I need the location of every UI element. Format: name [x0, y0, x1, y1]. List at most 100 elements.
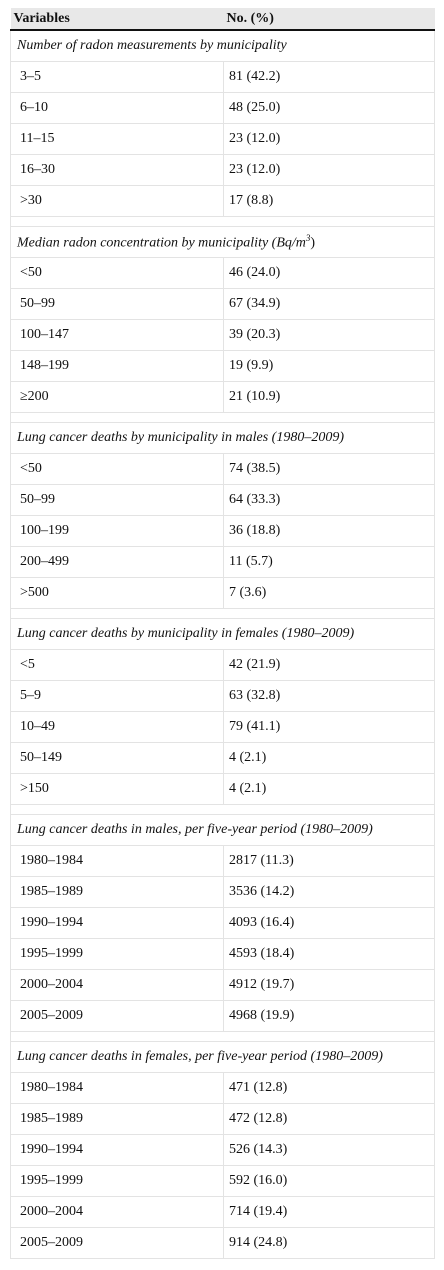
value-cell: 4912 (19.7): [223, 969, 435, 1001]
variable-cell: 1985–1989: [10, 1103, 224, 1135]
value-cell: 3536 (14.2): [223, 876, 435, 908]
data-row: 2000–2004 714 (19.4): [10, 1196, 435, 1228]
variable-cell: <5: [10, 649, 224, 681]
section-title: Lung cancer deaths by municipality in ma…: [17, 430, 345, 445]
spacer-row: [10, 1031, 435, 1042]
spacer-cell: [10, 608, 435, 619]
data-row: >30 17 (8.8): [10, 185, 435, 217]
variable-cell: 2005–2009: [10, 1000, 224, 1032]
data-row: 1990–1994 4093 (16.4): [10, 907, 435, 939]
value-cell: 4 (2.1): [223, 742, 435, 774]
value-cell: 23 (12.0): [223, 123, 435, 155]
spacer-row: [10, 804, 435, 815]
data-row: ≥200 21 (10.9): [10, 381, 435, 413]
section-title-cell: Lung cancer deaths by municipality in ma…: [10, 422, 435, 454]
data-row: 16–30 23 (12.0): [10, 154, 435, 186]
data-row: 1985–1989 3536 (14.2): [10, 876, 435, 908]
value-cell: 67 (34.9): [223, 288, 435, 320]
value-cell: 17 (8.8): [223, 185, 435, 217]
spacer-cell: [10, 804, 435, 815]
data-row: 100–147 39 (20.3): [10, 319, 435, 351]
section-title-end: ): [310, 235, 316, 251]
value-cell: 81 (42.2): [223, 61, 435, 93]
value-cell: 714 (19.4): [223, 1196, 435, 1228]
value-cell: 526 (14.3): [223, 1134, 435, 1166]
value-cell: 21 (10.9): [223, 381, 435, 413]
section-title-cell: Median radon concentration by municipali…: [10, 226, 435, 258]
spacer-cell: [10, 216, 435, 227]
value-cell: 48 (25.0): [223, 92, 435, 124]
variable-cell: 100–147: [10, 319, 224, 351]
data-row: 1990–1994 526 (14.3): [10, 1134, 435, 1166]
section-title: Lung cancer deaths in males, per five-ye…: [17, 822, 373, 837]
value-cell: 4 (2.1): [223, 773, 435, 805]
data-row: 1980–1984 471 (12.8): [10, 1072, 435, 1104]
spacer-row: [10, 216, 435, 227]
section-title: Number of radon measurements by municipa…: [17, 38, 287, 53]
value-cell: 19 (9.9): [223, 350, 435, 382]
data-row: 3–5 81 (42.2): [10, 61, 435, 93]
data-row: 50–149 4 (2.1): [10, 742, 435, 774]
section-title: Lung cancer deaths by municipality in fe…: [17, 626, 355, 641]
variable-cell: 50–149: [10, 742, 224, 774]
section-title-cell: Lung cancer deaths by municipality in fe…: [10, 618, 435, 650]
spacer-row: [10, 608, 435, 619]
data-row: <50 74 (38.5): [10, 453, 435, 485]
variable-cell: 1980–1984: [10, 1072, 224, 1104]
variable-cell: 6–10: [10, 92, 224, 124]
section-row: Number of radon measurements by municipa…: [10, 29, 435, 62]
section-title-cell: Lung cancer deaths in males, per five-ye…: [10, 814, 435, 846]
variable-cell: >150: [10, 773, 224, 805]
section-row: Lung cancer deaths in males, per five-ye…: [10, 814, 435, 846]
variable-cell: 200–499: [10, 546, 224, 578]
variable-cell: 10–49: [10, 711, 224, 743]
value-cell: 914 (24.8): [223, 1227, 435, 1259]
variable-cell: ≥200: [10, 381, 224, 413]
variable-cell: <50: [10, 257, 224, 289]
data-row: 50–99 64 (33.3): [10, 484, 435, 516]
value-cell: 11 (5.7): [223, 546, 435, 578]
data-row: 1985–1989 472 (12.8): [10, 1103, 435, 1135]
data-row: <5 42 (21.9): [10, 649, 435, 681]
spacer-cell: [10, 412, 435, 423]
data-row: 2005–2009 914 (24.8): [10, 1227, 435, 1259]
data-row: 10–49 79 (41.1): [10, 711, 435, 743]
data-row: 100–199 36 (18.8): [10, 515, 435, 547]
data-row: 1995–1999 4593 (18.4): [10, 938, 435, 970]
value-cell: 2817 (11.3): [223, 845, 435, 877]
variable-cell: 1995–1999: [10, 938, 224, 970]
variable-cell: 2000–2004: [10, 1196, 224, 1228]
variable-cell: 1985–1989: [10, 876, 224, 908]
data-row: 148–199 19 (9.9): [10, 350, 435, 382]
data-row: >150 4 (2.1): [10, 773, 435, 805]
value-cell: 4093 (16.4): [223, 907, 435, 939]
section-title: Median radon concentration by municipali…: [17, 235, 306, 251]
value-cell: 39 (20.3): [223, 319, 435, 351]
variable-cell: 148–199: [10, 350, 224, 382]
variable-cell: 50–99: [10, 288, 224, 320]
section-row: Lung cancer deaths in females, per five-…: [10, 1041, 435, 1073]
table-container: Variables No. (%) Number of radon measur…: [10, 8, 435, 1259]
value-cell: 64 (33.3): [223, 484, 435, 516]
data-row: 11–15 23 (12.0): [10, 123, 435, 155]
data-row: 5–9 63 (32.8): [10, 680, 435, 712]
section-title-cell: Number of radon measurements by municipa…: [10, 29, 435, 62]
section-title-cell: Lung cancer deaths in females, per five-…: [10, 1041, 435, 1073]
value-cell: 23 (12.0): [223, 154, 435, 186]
section-title: Lung cancer deaths in females, per five-…: [17, 1049, 383, 1064]
data-row: 1995–1999 592 (16.0): [10, 1165, 435, 1197]
variable-cell: 2005–2009: [10, 1227, 224, 1259]
section-row: Lung cancer deaths by municipality in ma…: [10, 422, 435, 454]
data-row: 50–99 67 (34.9): [10, 288, 435, 320]
data-row: 2000–2004 4912 (19.7): [10, 969, 435, 1001]
variable-cell: >30: [10, 185, 224, 217]
data-row: >500 7 (3.6): [10, 577, 435, 609]
section-row: Median radon concentration by municipali…: [10, 226, 435, 258]
value-cell: 4593 (18.4): [223, 938, 435, 970]
variable-cell: 1995–1999: [10, 1165, 224, 1197]
variable-cell: >500: [10, 577, 224, 609]
variable-cell: 3–5: [10, 61, 224, 93]
data-row: 200–499 11 (5.7): [10, 546, 435, 578]
value-cell: 472 (12.8): [223, 1103, 435, 1135]
